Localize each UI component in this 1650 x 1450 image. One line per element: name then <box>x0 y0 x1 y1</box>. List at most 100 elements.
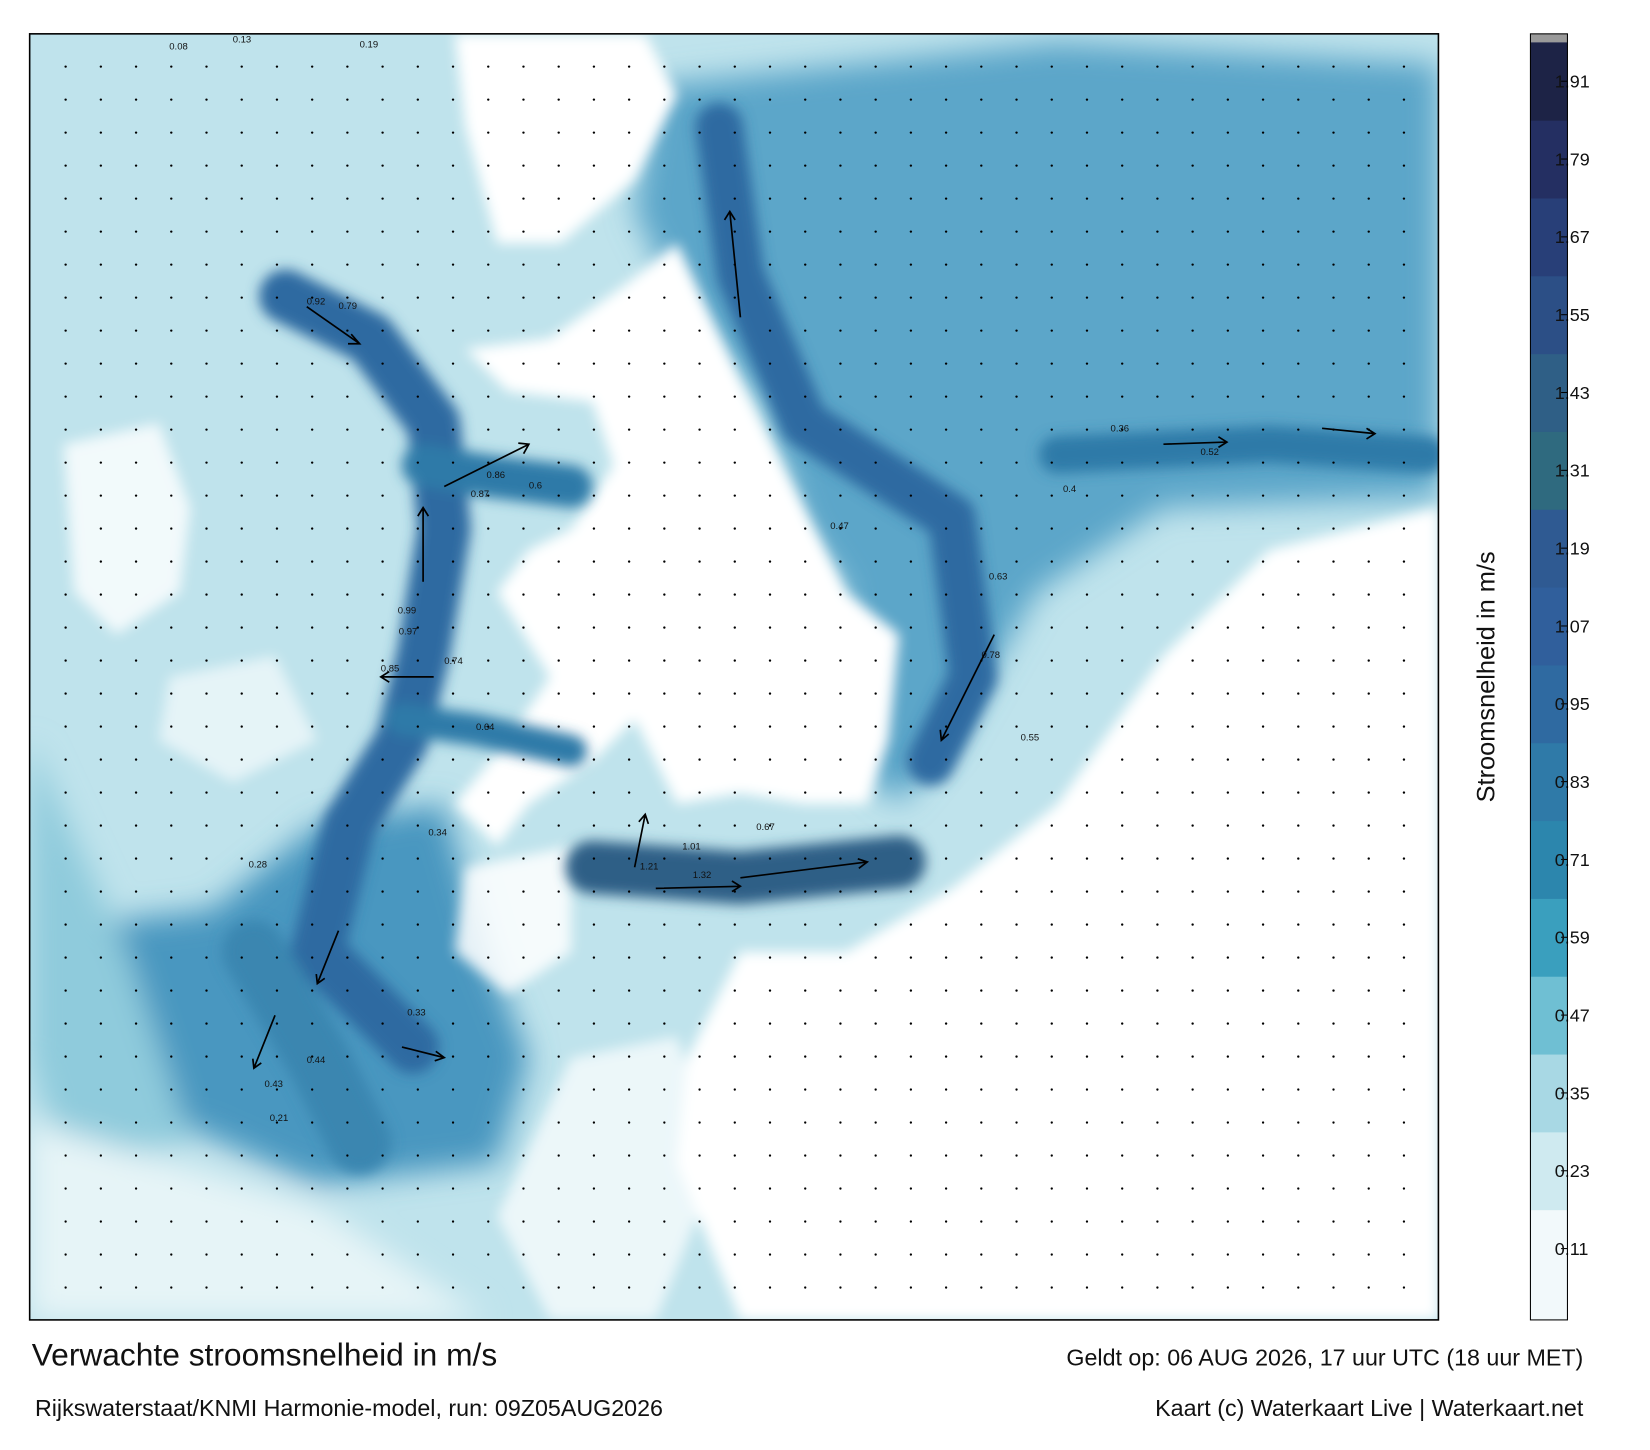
grid-dot <box>1367 791 1370 794</box>
grid-dot <box>1191 164 1194 167</box>
grid-dot <box>1085 890 1089 893</box>
grid-dot <box>275 626 279 629</box>
grid-dot <box>627 956 631 959</box>
grid-dot <box>1191 890 1194 893</box>
grid-dot <box>381 758 384 761</box>
grid-dot <box>1156 593 1159 596</box>
grid-dot <box>839 395 842 398</box>
grid-dot <box>1156 692 1159 695</box>
grid-dot <box>1261 725 1265 728</box>
grid-dot <box>909 1055 913 1058</box>
grid-dot <box>980 98 983 101</box>
grid-dot <box>592 296 596 299</box>
grid-dot <box>874 329 877 332</box>
colorbar-tick-label: 1.79 <box>1555 149 1590 169</box>
grid-dot <box>557 296 560 299</box>
grid-dot <box>1332 362 1335 365</box>
grid-dot <box>64 1253 67 1256</box>
grid-dot <box>944 923 948 926</box>
grid-dot <box>522 461 525 464</box>
map-label: 0.47 <box>830 521 849 532</box>
grid-dot <box>205 329 208 332</box>
grid-dot <box>205 1088 208 1091</box>
grid-dot <box>346 593 349 596</box>
grid-dot <box>944 692 948 695</box>
grid-dot <box>1367 362 1370 365</box>
grid-dot <box>839 197 842 200</box>
grid-dot <box>557 626 560 629</box>
grid-dot <box>487 1022 490 1025</box>
grid-dot <box>839 1220 842 1223</box>
grid-dot <box>557 560 560 563</box>
grid-dot <box>64 1055 67 1058</box>
grid-dot <box>205 527 208 530</box>
grid-dot <box>592 461 596 464</box>
grid-dot <box>416 1088 419 1091</box>
grid-dot <box>980 824 983 827</box>
grid-dot <box>733 1187 736 1190</box>
grid-dot <box>980 857 983 860</box>
grid-dot <box>1367 1187 1370 1190</box>
grid-dot <box>1191 527 1194 530</box>
grid-dot <box>346 890 349 893</box>
grid-dot <box>874 824 877 827</box>
grid-dot <box>839 791 842 794</box>
grid-dot <box>698 164 701 167</box>
grid-dot <box>909 197 913 200</box>
grid-dot <box>1402 890 1406 893</box>
grid-dot <box>346 329 349 332</box>
grid-dot <box>839 1121 842 1124</box>
grid-dot <box>1261 527 1265 530</box>
grid-dot <box>944 1121 948 1124</box>
grid-dot <box>698 527 701 530</box>
grid-dot <box>381 1121 384 1124</box>
grid-dot <box>310 428 314 431</box>
grid-dot <box>804 560 807 563</box>
grid-dot <box>698 461 701 464</box>
grid-dot <box>240 395 243 398</box>
grid-dot <box>1332 527 1335 530</box>
map-label: 0.34 <box>428 828 447 839</box>
grid-dot <box>99 1286 103 1289</box>
grid-dot <box>1332 989 1335 992</box>
grid-dot <box>1085 164 1089 167</box>
grid-dot <box>1261 1220 1265 1223</box>
grid-dot <box>522 263 525 266</box>
grid-dot <box>557 758 560 761</box>
grid-dot <box>592 1187 596 1190</box>
grid-dot <box>980 890 983 893</box>
colorbar-tick-label: 0.59 <box>1555 928 1590 948</box>
grid-dot <box>522 197 525 200</box>
grid-dot <box>839 1286 842 1289</box>
grid-dot <box>487 956 490 959</box>
grid-dot <box>64 1121 67 1124</box>
grid-dot <box>275 824 279 827</box>
grid-dot <box>557 1187 560 1190</box>
grid-dot <box>663 692 666 695</box>
grid-dot <box>240 131 243 134</box>
grid-dot <box>1015 791 1018 794</box>
grid-dot <box>346 659 349 662</box>
grid-dot <box>944 197 948 200</box>
grid-dot <box>1191 791 1194 794</box>
grid-dot <box>1332 1220 1335 1223</box>
grid-dot <box>1121 989 1124 992</box>
grid-dot <box>275 560 279 563</box>
grid-dot <box>487 857 490 860</box>
grid-dot <box>1332 461 1335 464</box>
grid-dot <box>1261 923 1265 926</box>
grid-dot <box>1261 131 1265 134</box>
grid-dot <box>99 197 103 200</box>
grid-dot <box>346 1121 349 1124</box>
grid-dot <box>487 131 490 134</box>
grid-dot <box>99 560 103 563</box>
grid-dot <box>1085 1187 1089 1190</box>
grid-dot <box>416 1220 419 1223</box>
grid-dot <box>99 131 103 134</box>
grid-dot <box>451 1220 455 1223</box>
grid-dot <box>909 230 913 233</box>
grid-dot <box>487 989 490 992</box>
grid-dot <box>346 230 349 233</box>
grid-dot <box>1332 725 1335 728</box>
